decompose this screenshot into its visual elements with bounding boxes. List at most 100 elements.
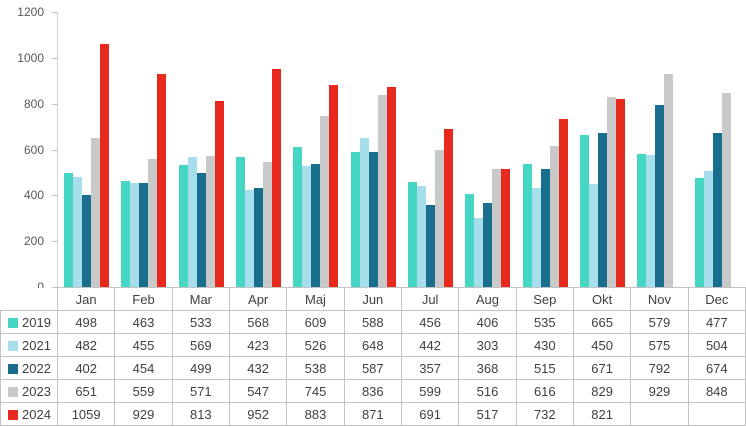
y-axis-line: [57, 12, 58, 288]
bar-2024-maj: [329, 85, 339, 287]
bar-2022-apr: [254, 188, 264, 287]
bar-2019-jan: [64, 173, 74, 287]
value-cell-2023-apr: 547: [228, 379, 288, 403]
value-cell-2021-dec: 504: [687, 333, 746, 357]
bar-2022-jul: [426, 205, 436, 287]
bar-2019-okt: [580, 135, 590, 287]
value-cell-2022-okt: 671: [572, 356, 632, 380]
bar-group-dec: [689, 12, 746, 287]
value-cell-2019-apr: 568: [228, 310, 288, 334]
month-header-dec: Dec: [687, 287, 746, 311]
value-cell-2019-jul: 456: [400, 310, 460, 334]
bar-2021-sep: [531, 188, 541, 287]
series-name-label: 2023: [22, 383, 51, 399]
y-axis-tick-mark: [52, 103, 57, 105]
bar-2024-okt: [616, 99, 626, 287]
value-cell-2022-dec: 674: [687, 356, 746, 380]
value-cell-2022-sep: 515: [515, 356, 574, 380]
bar-2022-aug: [483, 203, 493, 287]
table-row-2023: 2023 651 559 571 547 745 836 599 516 616 829 929 848: [0, 379, 746, 403]
value-cell-2024-apr: 952: [228, 402, 288, 426]
value-cell-2019-aug: 406: [458, 310, 517, 334]
value-cell-2022-jul: 357: [400, 356, 460, 380]
bar-group-mar: [173, 12, 230, 287]
y-axis-tick-label: 600: [23, 142, 44, 157]
value-cell-2021-jan: 482: [56, 333, 116, 357]
bar-2022-jun: [368, 152, 378, 287]
bar-2024-jan: [100, 44, 110, 287]
bar-group-aug: [459, 12, 516, 287]
bar-2022-dec: [712, 133, 722, 287]
bar-2023-maj: [320, 116, 330, 287]
month-header-okt: Okt: [572, 287, 632, 311]
series-legend-2019: 2019: [0, 310, 58, 334]
value-cell-2024-dec: [687, 402, 746, 426]
bar-group-jan: [58, 12, 115, 287]
value-cell-2022-jan: 402: [56, 356, 116, 380]
value-cell-2021-feb: 455: [114, 333, 173, 357]
value-cell-2022-feb: 454: [114, 356, 173, 380]
bar-2023-jul: [435, 150, 445, 287]
month-header-jan: Jan: [56, 287, 116, 311]
legend-color-swatch-2024: [8, 409, 18, 420]
value-cell-2019-sep: 535: [515, 310, 574, 334]
month-header-nov: Nov: [630, 287, 689, 311]
value-cell-2022-maj: 538: [286, 356, 345, 380]
legend-color-swatch-2019: [8, 317, 18, 328]
y-axis-tick-mark: [52, 241, 57, 243]
y-axis-tick-mark: [52, 57, 57, 59]
bar-2023-aug: [492, 169, 502, 287]
y-axis-tick-mark: [52, 195, 57, 197]
bar-2019-sep: [522, 164, 532, 287]
value-cell-2023-maj: 745: [286, 379, 345, 403]
bar-2019-maj: [293, 147, 303, 287]
value-cell-2024-maj: 883: [286, 402, 345, 426]
series-legend-2023: 2023: [0, 379, 58, 403]
bar-group-jun: [345, 12, 402, 287]
value-cell-2022-mar: 499: [171, 356, 230, 380]
bar-group-apr: [230, 12, 287, 287]
value-cell-2021-jun: 648: [343, 333, 402, 357]
value-cell-2024-feb: 929: [114, 402, 173, 426]
month-header-mar: Mar: [171, 287, 230, 311]
bar-group-nov: [631, 12, 688, 287]
bar-2019-jul: [408, 182, 418, 287]
value-cell-2021-apr: 423: [228, 333, 288, 357]
bar-2021-maj: [302, 166, 312, 287]
series-name-label: 2021: [22, 337, 51, 353]
bar-2022-maj: [311, 164, 321, 287]
bar-2021-jul: [417, 186, 427, 287]
y-axis-tick-label: 1000: [17, 50, 44, 65]
value-cell-2023-dec: 848: [687, 379, 746, 403]
series-name-label: 2024: [22, 406, 51, 422]
value-cell-2021-maj: 526: [286, 333, 345, 357]
value-cell-2023-jan: 651: [56, 379, 116, 403]
plot-area: [58, 12, 746, 287]
bar-group-okt: [574, 12, 631, 287]
bar-group-jul: [402, 12, 459, 287]
value-cell-2019-feb: 463: [114, 310, 173, 334]
bar-2021-apr: [245, 190, 255, 287]
value-cell-2023-okt: 829: [572, 379, 632, 403]
value-cell-2019-jun: 588: [343, 310, 402, 334]
value-cell-2019-mar: 533: [171, 310, 230, 334]
bar-2019-mar: [178, 165, 188, 287]
y-axis-tick-label: 800: [23, 96, 44, 111]
series-name-label: 2022: [22, 360, 51, 376]
bar-2021-aug: [474, 218, 484, 287]
value-cell-2021-mar: 569: [171, 333, 230, 357]
bar-2021-feb: [130, 183, 140, 287]
table-row-2019: 2019 498 463 533 568 609 588 456 406 535 665 579 477: [0, 310, 746, 334]
value-cell-2019-jan: 498: [56, 310, 116, 334]
bar-2022-mar: [196, 173, 206, 287]
month-header-maj: Maj: [286, 287, 345, 311]
bar-2023-dec: [721, 93, 731, 287]
bar-2022-sep: [540, 169, 550, 287]
bar-2024-jun: [386, 87, 396, 287]
bar-2022-okt: [598, 133, 608, 287]
bar-2022-jan: [82, 195, 92, 287]
value-cell-2021-okt: 450: [572, 333, 632, 357]
bar-2024-aug: [501, 169, 511, 287]
bar-2019-apr: [236, 157, 246, 287]
